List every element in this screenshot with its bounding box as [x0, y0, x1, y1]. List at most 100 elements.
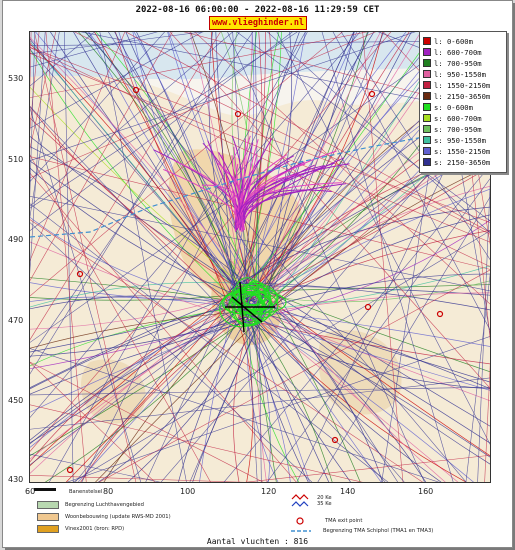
legend-swatch — [423, 37, 431, 45]
legend-label: s: 700-950m — [434, 124, 482, 134]
flight-track — [210, 32, 258, 312]
flight-track — [215, 32, 235, 302]
overflight-track — [125, 32, 490, 233]
overflight-track — [30, 32, 221, 341]
airport-boundary-label: Begrenzing Luchthavengebied — [65, 502, 144, 508]
flight-tracks — [30, 32, 490, 482]
overflight-track — [30, 32, 205, 55]
flight-track — [244, 273, 490, 316]
legend-item: l: 1550-2150m — [423, 80, 506, 90]
overflight-track — [332, 32, 490, 331]
tma-exit-key: TMA exit point — [295, 516, 362, 526]
overflight-track — [362, 32, 404, 482]
x-tick-100: 100 — [180, 487, 196, 496]
overflight-track — [266, 178, 490, 482]
site-badge[interactable]: www.vlieghinder.nl — [209, 16, 307, 30]
approach-track — [236, 138, 246, 228]
flight-track — [252, 318, 330, 482]
flight-track — [30, 43, 249, 320]
flight-track — [30, 320, 253, 395]
tma-exit-points — [66, 86, 444, 474]
flight-track — [97, 312, 242, 482]
flight-track — [30, 37, 254, 289]
departure-loop — [242, 281, 271, 314]
overflight-track — [30, 362, 156, 482]
overflight-track — [30, 404, 363, 482]
runway-label: Banenstelsel — [69, 489, 103, 495]
overflight-track — [465, 272, 490, 482]
flight-track — [256, 32, 381, 303]
flight-track — [30, 160, 257, 320]
flight-track — [65, 288, 242, 482]
flight-track — [251, 317, 277, 482]
legend-swatch — [423, 103, 431, 111]
overflight-track — [30, 156, 490, 270]
overflight-track — [74, 32, 490, 235]
legend-label: s: 600-700m — [434, 113, 482, 123]
y-tick-510: 510 — [8, 155, 24, 164]
legend-swatch — [423, 147, 431, 155]
flight-track — [44, 298, 262, 482]
legend-label: s: 0-600m — [434, 102, 473, 112]
overflight-track — [484, 362, 490, 482]
flight-track — [246, 306, 490, 402]
overflight-track — [30, 222, 313, 482]
overflight-track — [30, 107, 142, 482]
overflight-track — [477, 180, 490, 482]
flight-track — [251, 317, 490, 391]
approach-track — [201, 184, 243, 224]
legend-item: s: 950-1550m — [423, 135, 506, 145]
overflight-track — [236, 32, 490, 222]
flight-track — [30, 241, 231, 317]
overflight-track — [321, 32, 454, 482]
overflight-track — [74, 32, 441, 482]
departure-loop — [239, 283, 267, 306]
flight-count: Aantal vluchten : 816 — [206, 537, 309, 546]
overflight-track — [30, 32, 254, 359]
flight-track-map[interactable] — [29, 31, 491, 483]
overflight-track — [30, 32, 416, 161]
legend-item: s: 0-600m — [423, 102, 506, 112]
legend-label: l: 700-950m — [434, 58, 482, 68]
overflight-track — [45, 32, 87, 482]
x-tick-80: 80 — [103, 487, 114, 496]
departure-loop — [238, 286, 272, 312]
y-tick-530: 530 — [8, 74, 24, 83]
ke-contour-key: 20 Ke 35 Ke — [291, 494, 332, 508]
overflight-track — [30, 32, 298, 209]
flight-track — [30, 295, 250, 312]
flight-track — [30, 310, 248, 349]
legend-swatch — [423, 59, 431, 67]
legend-label: s: 1550-2150m — [434, 146, 491, 156]
map-key: Banenstelsel Begrenzing Luchthavengebied… — [29, 484, 489, 536]
flight-track — [30, 167, 259, 304]
flight-track — [232, 32, 407, 299]
flight-track — [30, 48, 243, 307]
flight-track — [240, 317, 490, 390]
airport-boundary-swatch — [37, 501, 59, 509]
legend-label: l: 950-1550m — [434, 69, 486, 79]
flight-track — [257, 282, 446, 482]
flight-track — [253, 315, 490, 458]
housing-key: Woonbebouwing (update RWS-MD 2001) — [37, 513, 171, 521]
overflight-track — [30, 46, 490, 223]
legend-swatch — [423, 92, 431, 100]
schiphol-runways — [225, 281, 275, 333]
overflight-track — [72, 230, 490, 482]
flight-track — [167, 32, 262, 288]
overflight-track — [30, 32, 392, 452]
legend-item: s: 600-700m — [423, 113, 506, 123]
overflight-track — [99, 32, 187, 482]
overflight-track — [30, 32, 126, 262]
overflight-track — [85, 32, 467, 482]
legend-label: l: 2150-3650m — [434, 91, 491, 101]
legend-label: s: 2150-3650m — [434, 157, 491, 167]
vinex-label: Vinex2001 (bron: RPD) — [65, 526, 125, 532]
overflight-track — [30, 377, 490, 430]
overflight-track — [30, 105, 386, 482]
x-tick-140: 140 — [340, 487, 356, 496]
housing-label: Woonbebouwing (update RWS-MD 2001) — [65, 514, 171, 520]
flight-track — [125, 32, 256, 287]
flight-track — [127, 305, 268, 482]
